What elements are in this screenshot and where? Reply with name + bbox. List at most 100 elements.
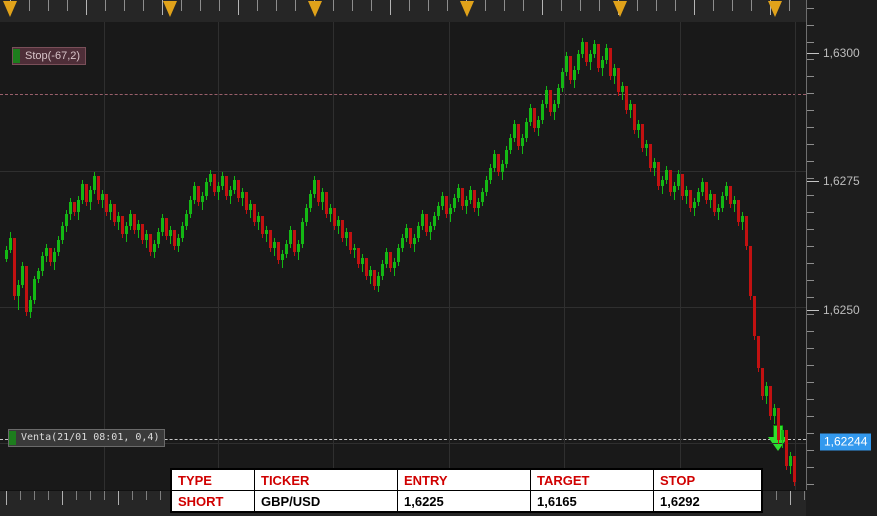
candle-body [721, 196, 724, 208]
ruler-tick [257, 0, 258, 11]
candlestick [549, 90, 552, 116]
session-marker-icon[interactable] [768, 1, 782, 17]
price-tick [807, 93, 814, 94]
candle-body [265, 230, 268, 234]
candlestick [85, 184, 88, 206]
candlestick [9, 232, 12, 253]
candle-body [773, 408, 776, 416]
candle-body [473, 190, 476, 208]
candle-body [761, 368, 764, 396]
candle-body [525, 122, 528, 138]
candle-body [5, 250, 8, 259]
top-time-ruler[interactable] [0, 0, 877, 23]
candle-body [617, 68, 620, 92]
time-tick [6, 491, 7, 505]
candle-body [397, 248, 400, 262]
time-tick [62, 491, 63, 505]
candle-body [249, 204, 252, 210]
candlestick [245, 192, 248, 214]
candlestick [537, 116, 540, 136]
candlestick [577, 50, 580, 74]
candle-body [661, 180, 664, 186]
session-marker-icon[interactable] [308, 1, 322, 17]
candlestick [777, 408, 780, 444]
candlestick [21, 262, 24, 288]
candlestick [257, 212, 260, 230]
session-marker-icon[interactable] [3, 1, 17, 17]
ruler-tick [542, 0, 543, 15]
candle-body [789, 456, 792, 466]
candle-body [717, 208, 720, 212]
candle-body [505, 150, 508, 164]
candle-body [625, 86, 628, 110]
candlestick [501, 160, 504, 180]
candle-body [425, 214, 428, 232]
candlestick [741, 212, 744, 230]
entry-tag-label: Venta(21/01 08:01, 0,4) [21, 431, 160, 443]
candlestick [165, 218, 168, 240]
candle-body [73, 202, 76, 212]
price-tick [807, 212, 814, 213]
candlestick [697, 188, 700, 206]
stop-level-tag[interactable]: Stop(-67,2) [12, 47, 87, 65]
candle-body [433, 216, 436, 226]
candlestick-plot-area[interactable] [0, 22, 806, 490]
ruler-tick [637, 0, 638, 11]
candlestick [725, 182, 728, 200]
candle-body [569, 56, 572, 80]
entry-level-tag[interactable]: Venta(21/01 08:01, 0,4) [8, 429, 166, 447]
candlestick [129, 210, 132, 230]
session-marker-icon[interactable] [163, 1, 177, 17]
candle-body [197, 186, 200, 202]
candle-body [77, 200, 80, 212]
candlestick [789, 452, 792, 474]
candle-body [65, 214, 68, 226]
candlestick [653, 158, 656, 176]
candle-wick [354, 244, 355, 258]
candle-body [13, 238, 16, 296]
ruler-tick [580, 0, 581, 11]
price-tick [807, 484, 814, 485]
candlestick [77, 196, 80, 220]
price-axis[interactable]: 1,62244 1,6300 1,6275 1,6250 [806, 0, 877, 490]
signal-table-header-row: TYPE TICKER ENTRY TARGET STOP [170, 468, 763, 491]
candlestick [753, 296, 756, 340]
candle-body [485, 180, 488, 192]
ruler-tick [504, 0, 505, 11]
candlestick [401, 234, 404, 252]
candle-body [601, 60, 604, 68]
price-tick [807, 178, 814, 179]
ruler-tick [238, 0, 239, 15]
candlestick [229, 186, 232, 204]
candlestick [505, 146, 508, 168]
ruler-tick [333, 0, 334, 11]
ruler-tick [656, 0, 657, 11]
candlestick [317, 180, 320, 206]
candle-body [369, 270, 372, 276]
candle-body [185, 214, 188, 226]
candle-body [497, 154, 500, 172]
candlestick [261, 216, 264, 238]
candle-body [781, 430, 784, 440]
candlestick [89, 186, 92, 210]
price-tick [807, 382, 814, 383]
candlestick [221, 172, 224, 190]
price-tick [807, 25, 814, 26]
session-marker-icon[interactable] [460, 1, 474, 17]
candlestick [385, 248, 388, 268]
candlestick [325, 192, 328, 218]
price-axis-label: 1,6250 [823, 303, 860, 317]
candlestick [377, 272, 380, 292]
candle-body [381, 264, 384, 276]
candlestick [685, 186, 688, 204]
signal-table-body: TYPE TICKER ENTRY TARGET STOP SHORT GBP/… [170, 468, 763, 513]
candle-body [409, 228, 412, 244]
candle-body [745, 216, 748, 246]
candlestick [669, 170, 672, 196]
candlestick [13, 238, 16, 300]
candlestick [233, 176, 236, 194]
session-marker-icon[interactable] [613, 1, 627, 17]
time-tick [790, 491, 791, 505]
candlestick [625, 86, 628, 114]
candle-body [417, 226, 420, 238]
